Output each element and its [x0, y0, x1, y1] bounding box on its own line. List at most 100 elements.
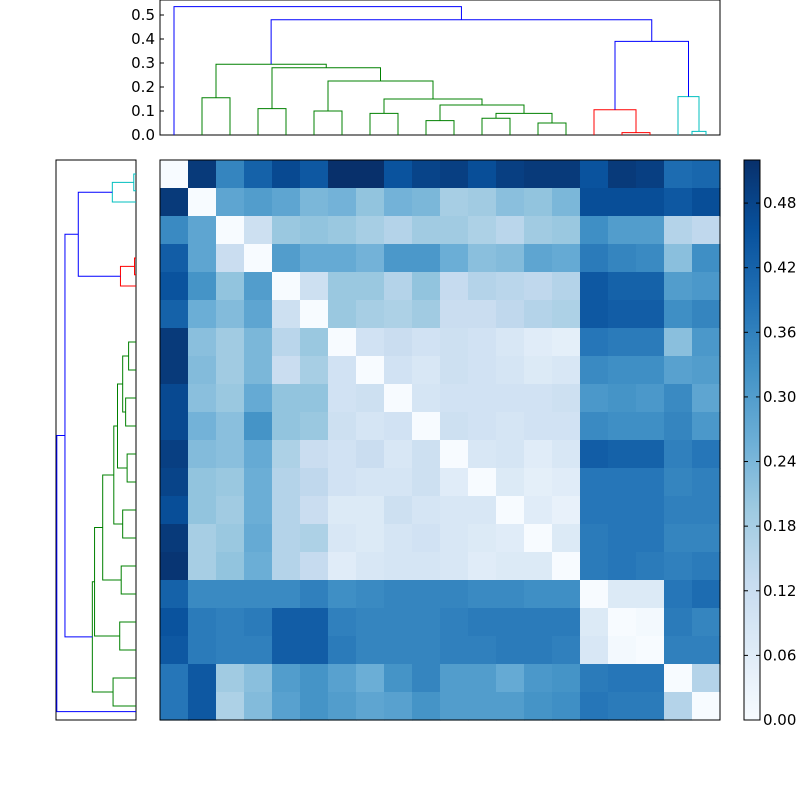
- heatmap-cell: [440, 608, 469, 637]
- heatmap-cell: [356, 244, 385, 273]
- heatmap-cell: [244, 664, 273, 693]
- heatmap-cell: [636, 300, 665, 329]
- heatmap-cell: [188, 160, 217, 189]
- heatmap-cell: [384, 244, 413, 273]
- heatmap-cell: [300, 216, 329, 245]
- heatmap-cell: [160, 580, 189, 609]
- heatmap-cell: [692, 188, 721, 217]
- heatmap-cell: [692, 580, 721, 609]
- heatmap-cell: [188, 300, 217, 329]
- heatmap-cell: [496, 272, 525, 301]
- heatmap-cell: [468, 440, 497, 469]
- heatmap-cell: [552, 412, 581, 441]
- heatmap-cell: [244, 216, 273, 245]
- left-dendrogram: [55, 159, 137, 721]
- heatmap-cell: [664, 608, 693, 637]
- heatmap-cell: [160, 356, 189, 385]
- heatmap-cell: [636, 608, 665, 637]
- heatmap-cell: [580, 272, 609, 301]
- heatmap-cell: [300, 412, 329, 441]
- heatmap-cell: [496, 524, 525, 553]
- heatmap-cell: [412, 272, 441, 301]
- heatmap-cell: [272, 384, 301, 413]
- heatmap-cell: [608, 300, 637, 329]
- heatmap-cell: [328, 328, 357, 357]
- heatmap-cell: [440, 160, 469, 189]
- heatmap-cell: [216, 300, 245, 329]
- heatmap-cell: [272, 244, 301, 273]
- heatmap-cell: [300, 664, 329, 693]
- heatmap-cell: [468, 160, 497, 189]
- heatmap-cell: [188, 412, 217, 441]
- heatmap-cell: [496, 412, 525, 441]
- colorbar-tick-label: 0.00: [763, 711, 796, 729]
- heatmap-cell: [440, 300, 469, 329]
- heatmap-cell: [384, 300, 413, 329]
- heatmap-cell: [552, 244, 581, 273]
- heatmap-cell: [216, 216, 245, 245]
- heatmap-cell: [636, 244, 665, 273]
- heatmap-cell: [608, 440, 637, 469]
- heatmap-cell: [244, 524, 273, 553]
- heatmap-cell: [412, 160, 441, 189]
- heatmap-cell: [328, 468, 357, 497]
- heatmap-cell: [356, 468, 385, 497]
- heatmap-cell: [468, 664, 497, 693]
- heatmap-cell: [384, 664, 413, 693]
- heatmap-cell: [188, 524, 217, 553]
- heatmap-cell: [440, 524, 469, 553]
- heatmap-cell: [216, 524, 245, 553]
- heatmap-cell: [384, 636, 413, 665]
- heatmap-cell: [608, 328, 637, 357]
- heatmap-cell: [384, 496, 413, 525]
- heatmap-cell: [412, 580, 441, 609]
- heatmap-cell: [412, 552, 441, 581]
- heatmap-cell: [580, 664, 609, 693]
- heatmap-cell: [328, 552, 357, 581]
- heatmap-cell: [692, 692, 721, 721]
- heatmap-cell: [524, 328, 553, 357]
- heatmap-cell: [524, 300, 553, 329]
- heatmap-cell: [356, 412, 385, 441]
- heatmap-cell: [496, 496, 525, 525]
- heatmap-cell: [216, 412, 245, 441]
- heatmap-cell: [552, 552, 581, 581]
- heatmap-cell: [524, 524, 553, 553]
- heatmap-cell: [608, 244, 637, 273]
- heatmap-cell: [524, 468, 553, 497]
- heatmap-cell: [356, 692, 385, 721]
- heatmap-cell: [608, 496, 637, 525]
- heatmap-cell: [692, 608, 721, 637]
- heatmap-cell: [608, 608, 637, 637]
- heatmap-cell: [440, 580, 469, 609]
- heatmap-cell: [440, 272, 469, 301]
- heatmap-cell: [300, 160, 329, 189]
- heatmap-cell: [552, 300, 581, 329]
- heatmap-cell: [272, 412, 301, 441]
- heatmap-cell: [468, 552, 497, 581]
- heatmap-cell: [468, 524, 497, 553]
- heatmap-cell: [664, 244, 693, 273]
- heatmap-cell: [440, 552, 469, 581]
- heatmap-cell: [244, 188, 273, 217]
- heatmap-cell: [412, 216, 441, 245]
- dendrogram-link: [56, 435, 136, 713]
- top-dendrogram-y-ticks: 0.0 0.1 0.2 0.3 0.4 0.5: [131, 6, 164, 144]
- heatmap-cell: [440, 244, 469, 273]
- heatmap-cell: [356, 636, 385, 665]
- heatmap-cell: [468, 384, 497, 413]
- heatmap-cell: [496, 664, 525, 693]
- heatmap-cell: [412, 328, 441, 357]
- heatmap-cell: [188, 608, 217, 637]
- heatmap-cell: [328, 664, 357, 693]
- heatmap-cell: [412, 636, 441, 665]
- heatmap-cell: [608, 412, 637, 441]
- colorbar-tick-label: 0.42: [763, 259, 796, 277]
- heatmap-cell: [188, 272, 217, 301]
- heatmap-cell: [496, 636, 525, 665]
- heatmap-cell: [636, 412, 665, 441]
- heatmap-cell: [524, 580, 553, 609]
- heatmap-cell: [216, 328, 245, 357]
- heatmap-cell: [664, 160, 693, 189]
